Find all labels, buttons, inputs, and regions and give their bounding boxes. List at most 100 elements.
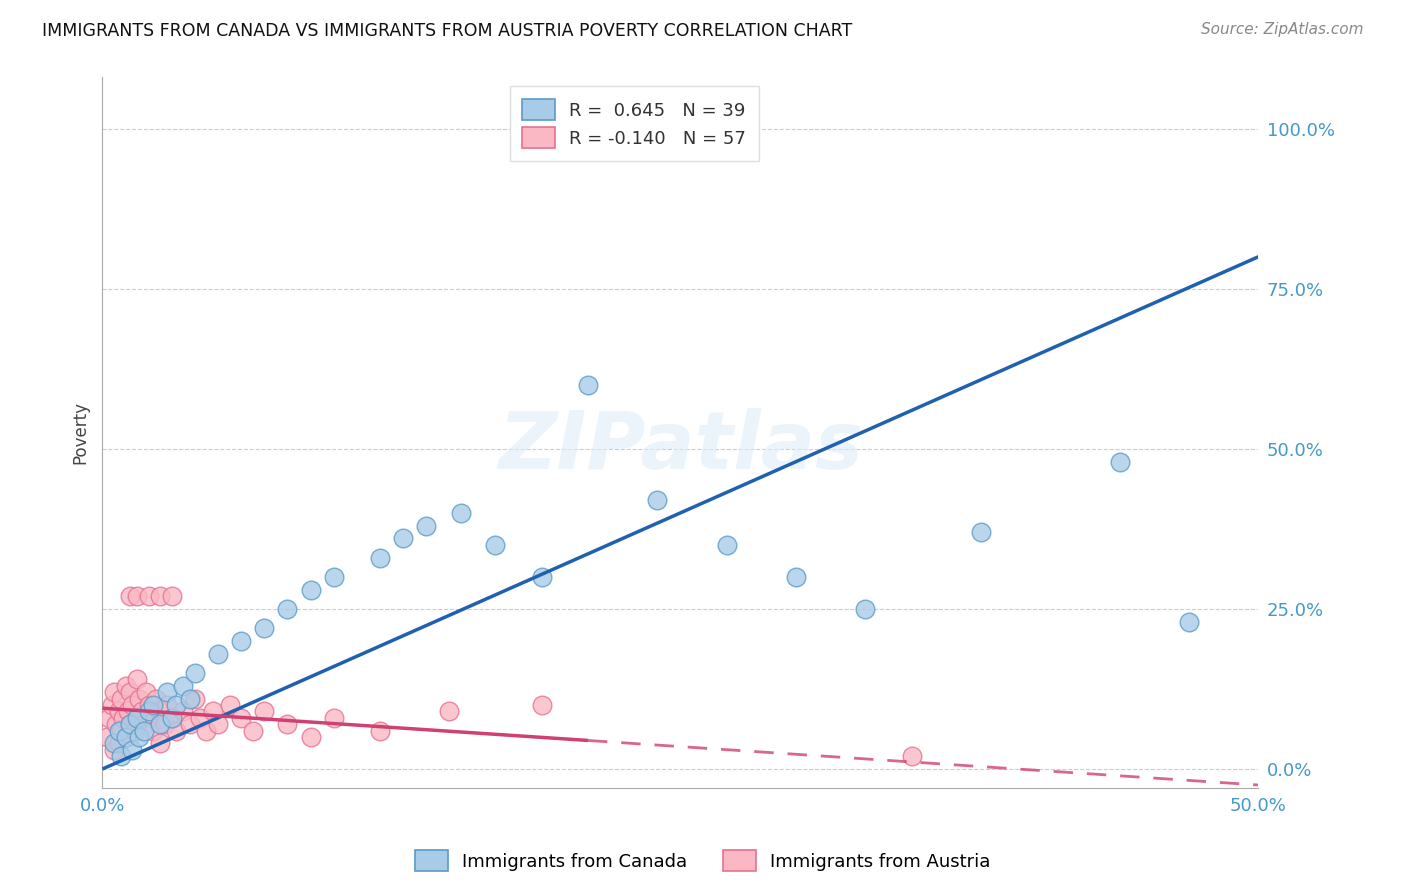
Point xyxy=(322,711,344,725)
Point xyxy=(207,717,229,731)
Point xyxy=(439,705,461,719)
Point xyxy=(107,705,129,719)
Point xyxy=(114,730,136,744)
Point xyxy=(179,691,201,706)
Point xyxy=(853,602,876,616)
Point xyxy=(231,634,253,648)
Point xyxy=(165,723,187,738)
Point xyxy=(322,570,344,584)
Point xyxy=(149,705,172,719)
Point xyxy=(156,685,179,699)
Point xyxy=(253,621,276,635)
Point xyxy=(138,698,160,712)
Point xyxy=(110,723,132,738)
Point xyxy=(131,705,153,719)
Point xyxy=(142,698,165,712)
Text: Source: ZipAtlas.com: Source: ZipAtlas.com xyxy=(1201,22,1364,37)
Point xyxy=(484,538,506,552)
Point xyxy=(128,691,150,706)
Point xyxy=(127,673,149,687)
Point xyxy=(253,705,276,719)
Point xyxy=(121,698,143,712)
Point xyxy=(107,736,129,750)
Point xyxy=(153,717,176,731)
Point xyxy=(1178,615,1201,629)
Point xyxy=(117,705,139,719)
Point xyxy=(112,711,135,725)
Point xyxy=(120,717,142,731)
Point xyxy=(970,525,993,540)
Point xyxy=(276,717,298,731)
Point xyxy=(450,506,472,520)
Point xyxy=(368,550,391,565)
Point xyxy=(103,736,125,750)
Point xyxy=(172,705,194,719)
Legend: Immigrants from Canada, Immigrants from Austria: Immigrants from Canada, Immigrants from … xyxy=(408,843,998,879)
Point xyxy=(120,589,142,603)
Point xyxy=(299,730,322,744)
Point xyxy=(96,730,118,744)
Point xyxy=(127,711,149,725)
Point xyxy=(299,582,322,597)
Point xyxy=(127,711,149,725)
Point xyxy=(142,723,165,738)
Point xyxy=(105,717,128,731)
Point xyxy=(128,730,150,744)
Point xyxy=(138,705,160,719)
Point xyxy=(785,570,807,584)
Point xyxy=(132,723,155,738)
Point xyxy=(149,589,172,603)
Point xyxy=(242,723,264,738)
Point xyxy=(276,602,298,616)
Point xyxy=(231,711,253,725)
Point xyxy=(107,723,129,738)
Point xyxy=(716,538,738,552)
Point xyxy=(1108,455,1130,469)
Point xyxy=(145,691,167,706)
Point xyxy=(207,647,229,661)
Point xyxy=(160,589,183,603)
Point xyxy=(110,691,132,706)
Point xyxy=(415,518,437,533)
Point xyxy=(139,711,162,725)
Point xyxy=(135,685,157,699)
Point xyxy=(98,711,121,725)
Point xyxy=(218,698,240,712)
Point xyxy=(195,723,218,738)
Point xyxy=(172,679,194,693)
Point xyxy=(120,717,142,731)
Point xyxy=(124,723,146,738)
Point xyxy=(120,685,142,699)
Point xyxy=(188,711,211,725)
Text: IMMIGRANTS FROM CANADA VS IMMIGRANTS FROM AUSTRIA POVERTY CORRELATION CHART: IMMIGRANTS FROM CANADA VS IMMIGRANTS FRO… xyxy=(42,22,852,40)
Point xyxy=(149,717,172,731)
Point xyxy=(114,679,136,693)
Point xyxy=(392,532,415,546)
Point xyxy=(530,698,553,712)
Point xyxy=(184,665,207,680)
Legend: R =  0.645   N = 39, R = -0.140   N = 57: R = 0.645 N = 39, R = -0.140 N = 57 xyxy=(509,87,759,161)
Point xyxy=(530,570,553,584)
Point xyxy=(179,717,201,731)
Point xyxy=(160,711,183,725)
Point xyxy=(132,717,155,731)
Point xyxy=(900,749,922,764)
Y-axis label: Poverty: Poverty xyxy=(72,401,89,465)
Point xyxy=(127,589,149,603)
Point xyxy=(114,730,136,744)
Point xyxy=(368,723,391,738)
Point xyxy=(160,711,183,725)
Point xyxy=(647,493,669,508)
Text: ZIPatlas: ZIPatlas xyxy=(498,408,863,486)
Point xyxy=(165,698,187,712)
Point xyxy=(121,743,143,757)
Point xyxy=(103,685,125,699)
Point xyxy=(184,691,207,706)
Point xyxy=(156,698,179,712)
Point xyxy=(100,698,122,712)
Point xyxy=(110,749,132,764)
Point xyxy=(149,736,172,750)
Point xyxy=(103,743,125,757)
Point xyxy=(576,377,599,392)
Point xyxy=(138,589,160,603)
